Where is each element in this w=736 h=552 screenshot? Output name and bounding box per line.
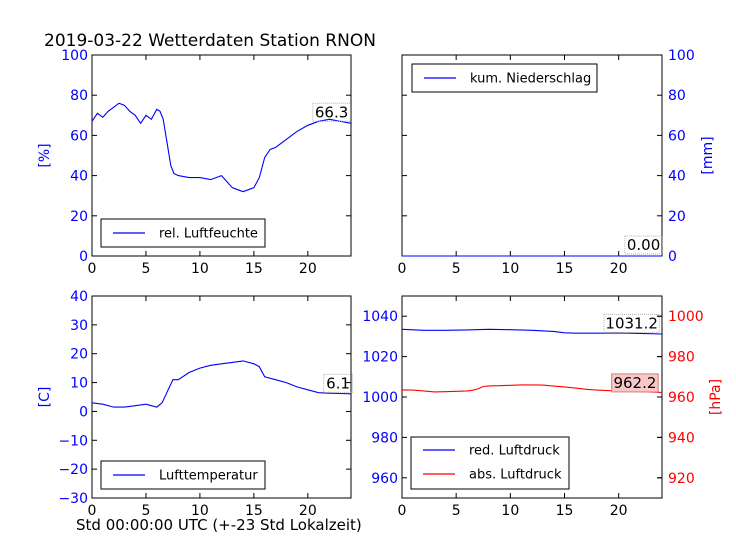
y-tick-label-4: 1040 bbox=[362, 309, 398, 325]
legend-label-0: red. Luftdruck bbox=[469, 444, 560, 459]
x-tick-label-4: 20 bbox=[299, 503, 317, 519]
y-tick-label-1: −20 bbox=[58, 462, 88, 478]
value-annotation-0: 0.00 bbox=[627, 236, 660, 254]
y-tick-label-0: 960 bbox=[371, 471, 398, 487]
value-annotation-box-0 bbox=[603, 313, 660, 333]
x-tick-label-1: 5 bbox=[141, 261, 150, 277]
value-annotation-box-0 bbox=[624, 235, 663, 255]
y-tick-label-5: 20 bbox=[70, 347, 88, 363]
value-annotation-0: 1031.2 bbox=[605, 314, 658, 332]
y-tick-label-1: 20 bbox=[668, 209, 686, 225]
x-tick-label-2: 10 bbox=[501, 261, 519, 277]
figure-title: 2019-03-22 Wetterdaten Station RNON bbox=[44, 31, 376, 51]
y-tick-label-3: 60 bbox=[70, 128, 88, 144]
y-tick-label-7: 40 bbox=[70, 289, 88, 305]
y-tick-label-0: 0 bbox=[79, 249, 88, 265]
legend-label-0: Lufttemperatur bbox=[159, 469, 258, 484]
x-tick-label-0: 0 bbox=[398, 503, 407, 519]
value-annotation-1: 962.2 bbox=[613, 374, 656, 392]
y-tick-label-5: 100 bbox=[668, 48, 695, 64]
x-tick-label-3: 15 bbox=[556, 261, 574, 277]
y-tick-label-4: 80 bbox=[70, 88, 88, 104]
pressure-panel: 0 5 10 15 20 960 980 1000 1020 1040 920 940 960 980 10… bbox=[362, 295, 724, 519]
x-tick-label-4: 20 bbox=[610, 261, 628, 277]
y-axis-label: [%] bbox=[37, 143, 53, 167]
value-annotation-box-1 bbox=[611, 373, 659, 393]
x-tick-label-3: 15 bbox=[556, 503, 574, 519]
y-tick-label-0: 0 bbox=[668, 249, 677, 265]
x-tick-label-0: 0 bbox=[88, 261, 97, 277]
value-annotation-0: 6.1 bbox=[326, 374, 350, 392]
y-tick-label-3: 60 bbox=[668, 128, 686, 144]
y-tick-label-0: −30 bbox=[58, 491, 88, 507]
y-tick-label-6: 30 bbox=[70, 318, 88, 334]
y-right-tick-label-1: 940 bbox=[668, 430, 695, 446]
y-tick-label-4: 10 bbox=[70, 376, 88, 392]
y-right-tick-label-3: 980 bbox=[668, 350, 695, 366]
y-tick-label-1: 20 bbox=[70, 209, 88, 225]
x-tick-label-1: 5 bbox=[452, 261, 461, 277]
y-tick-label-2: −10 bbox=[58, 433, 88, 449]
x-tick-label-3: 15 bbox=[245, 261, 263, 277]
legend-label-0: rel. Luftfeuchte bbox=[159, 227, 258, 242]
legend-label-1: abs. Luftdruck bbox=[469, 468, 562, 483]
y-tick-label-2: 1000 bbox=[362, 390, 398, 406]
y-tick-label-5: 100 bbox=[61, 48, 88, 64]
x-tick-label-4: 20 bbox=[299, 261, 317, 277]
value-annotation-0: 66.3 bbox=[315, 103, 348, 121]
y-tick-label-2: 40 bbox=[70, 169, 88, 185]
series-line-0 bbox=[91, 360, 352, 408]
y-tick-label-3: 0 bbox=[79, 404, 88, 420]
temperature-panel: 0 5 10 15 20 −30 −20 −10 0 10 20 30 40 [C] Lufttempera… bbox=[37, 289, 353, 519]
y-tick-label-2: 40 bbox=[668, 169, 686, 185]
plot-frame bbox=[91, 295, 352, 499]
x-tick-label-1: 5 bbox=[141, 503, 150, 519]
precipitation-panel: 0 5 10 15 20 0 20 40 60 80 100 [mm] kum. Niederschla… bbox=[398, 48, 716, 277]
x-axis-caption: Std 00:00:00 UTC (+-23 Std Lokalzeit) bbox=[76, 516, 362, 534]
y-tick-label-4: 80 bbox=[668, 88, 686, 104]
x-tick-label-0: 0 bbox=[398, 261, 407, 277]
x-tick-label-2: 10 bbox=[191, 503, 209, 519]
y-right-tick-label-0: 920 bbox=[668, 471, 695, 487]
x-tick-label-1: 5 bbox=[452, 503, 461, 519]
x-tick-label-2: 10 bbox=[501, 503, 519, 519]
plot-frame bbox=[91, 54, 352, 257]
y-tick-label-1: 980 bbox=[371, 430, 398, 446]
series-line-0 bbox=[91, 102, 352, 193]
x-tick-label-4: 20 bbox=[610, 503, 628, 519]
legend-label-0: kum. Niederschlag bbox=[470, 72, 591, 87]
x-tick-label-3: 15 bbox=[245, 503, 263, 519]
y-axis-label: [mm] bbox=[700, 136, 716, 174]
y-axis-label: [hPa] bbox=[708, 379, 724, 415]
y-right-tick-label-2: 960 bbox=[668, 390, 695, 406]
value-annotation-box-0 bbox=[323, 373, 353, 393]
x-tick-label-0: 0 bbox=[88, 503, 97, 519]
series-line-0 bbox=[401, 328, 663, 335]
y-right-tick-label-4: 1000 bbox=[668, 309, 704, 325]
series-line-1 bbox=[401, 384, 663, 393]
x-tick-label-2: 10 bbox=[191, 261, 209, 277]
y-tick-label-3: 1020 bbox=[362, 350, 398, 366]
legend-box bbox=[410, 436, 570, 490]
y-axis-label: [C] bbox=[37, 387, 53, 408]
humidity-panel: 0 5 10 15 20 0 20 40 60 80 100 [%] rel. Luftfeuchte 6… bbox=[37, 48, 352, 277]
value-annotation-box-0 bbox=[312, 102, 351, 122]
